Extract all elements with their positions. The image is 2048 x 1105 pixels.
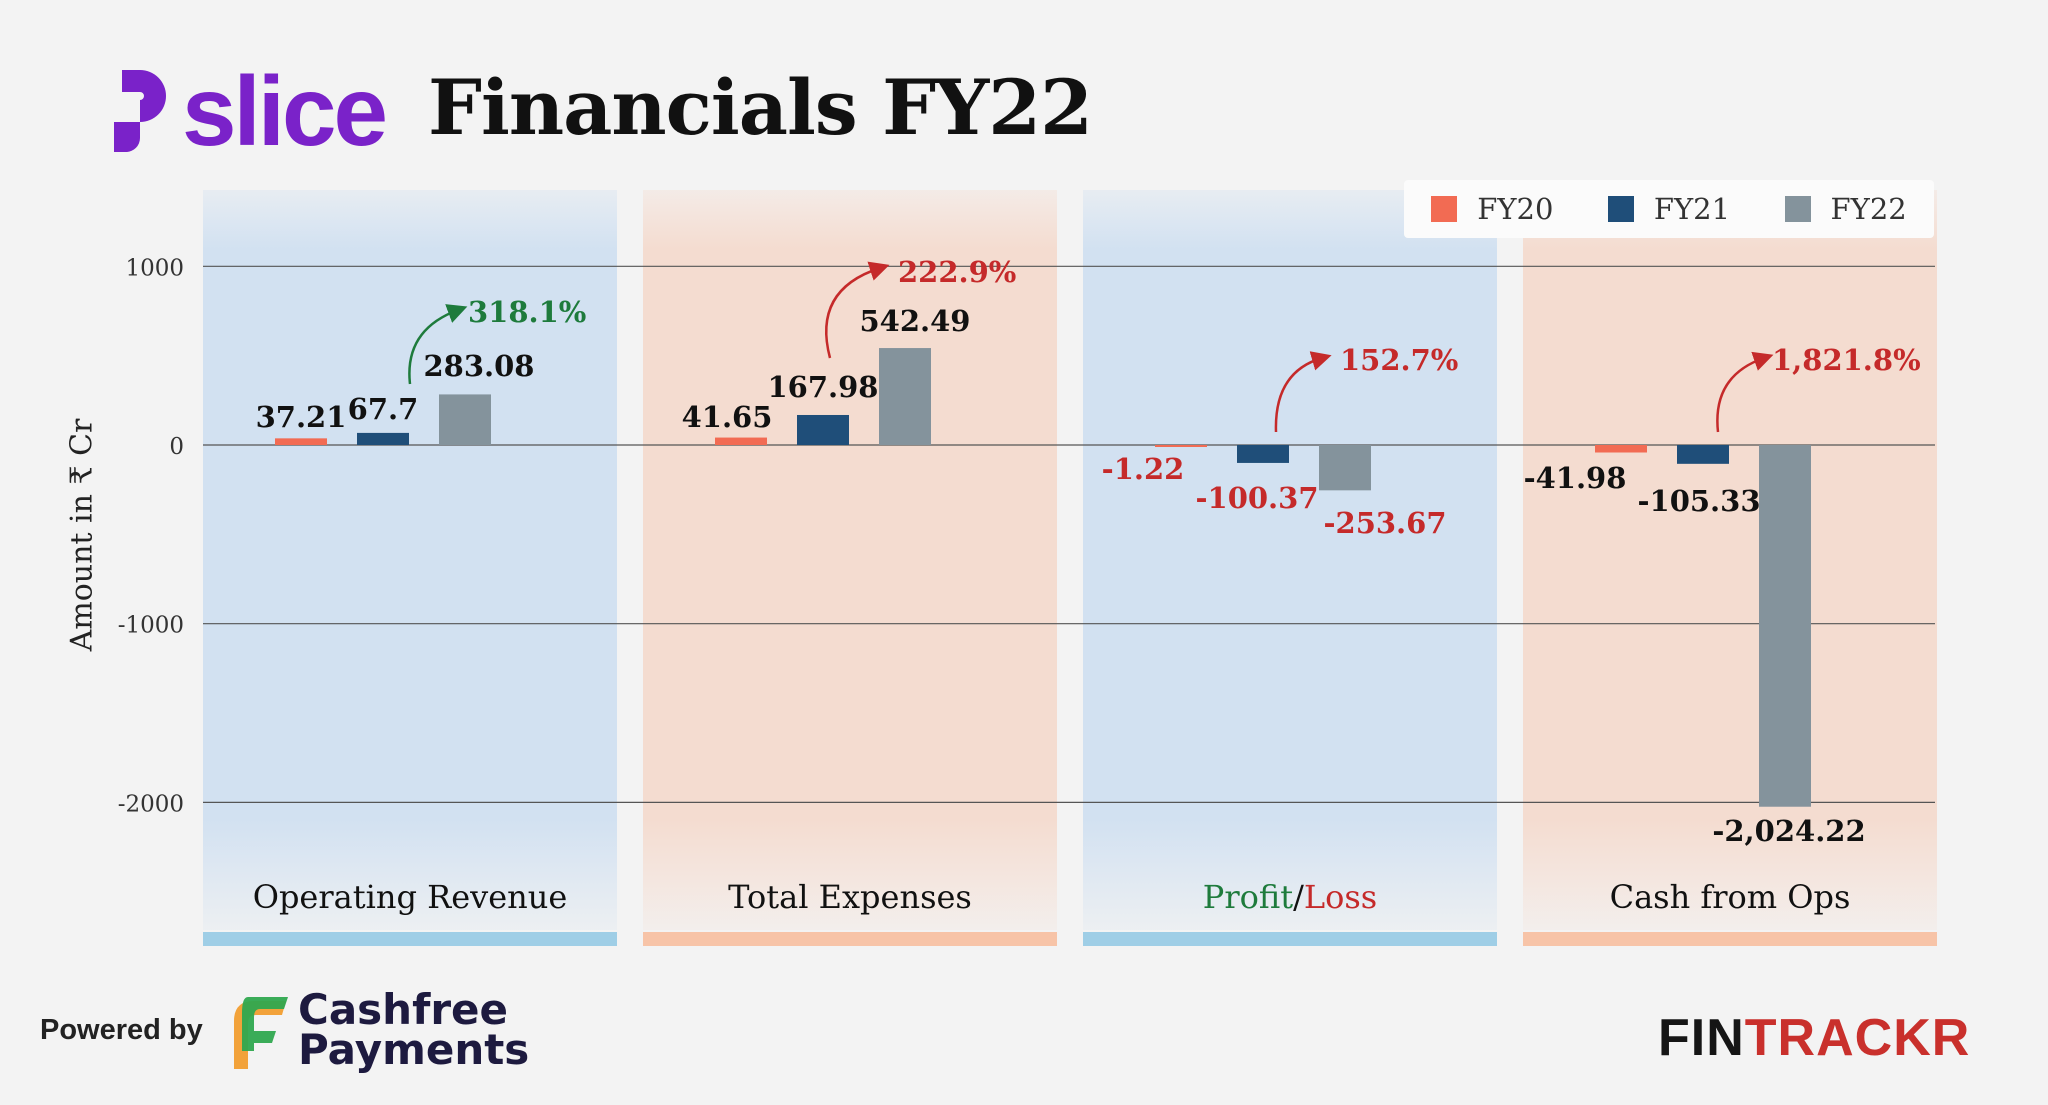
cashfree-line1: Cashfree xyxy=(298,985,509,1034)
bar-fy20 xyxy=(275,438,327,445)
y-tick-label: -2000 xyxy=(118,791,184,817)
data-label: -100.37 xyxy=(1195,481,1318,515)
growth-arrow xyxy=(408,304,468,385)
bar-fy22 xyxy=(879,348,931,445)
powered-by-label: Powered by xyxy=(40,1014,203,1046)
legend-swatch-fy20 xyxy=(1431,196,1458,222)
data-label: 167.98 xyxy=(768,370,879,404)
y-tick-label: -1000 xyxy=(118,613,184,639)
bar-fy20 xyxy=(1155,445,1207,447)
cashfree-icon xyxy=(234,997,288,1069)
legend-item-fy20: FY20 xyxy=(1431,192,1553,226)
growth-label: 318.1% xyxy=(468,295,586,329)
legend-label-fy20: FY20 xyxy=(1477,192,1554,226)
panel-background-3 xyxy=(1083,190,1497,930)
legend-item-fy21: FY21 xyxy=(1607,192,1731,226)
panel-strip-3 xyxy=(1083,932,1497,946)
bar-fy22 xyxy=(439,394,491,445)
slice-logo: slice xyxy=(110,56,388,166)
category-label: Operating Revenue xyxy=(253,878,568,916)
bar-fy20 xyxy=(715,437,767,445)
data-label: -253.67 xyxy=(1323,506,1446,540)
legend: FY20 FY21 FY22 xyxy=(1404,180,1934,238)
legend-swatch-fy21 xyxy=(1607,196,1634,222)
category-label: Cash from Ops xyxy=(1610,878,1851,916)
bar-fy20 xyxy=(1595,445,1647,453)
panel-strip-4 xyxy=(1523,932,1937,946)
category-label: Total Expenses xyxy=(728,878,972,916)
bar-fy21 xyxy=(357,432,409,445)
slice-logo-icon xyxy=(114,70,166,152)
growth-arrow xyxy=(1274,351,1332,433)
data-label: -2,024.22 xyxy=(1712,814,1865,848)
legend-swatch-fy22 xyxy=(1784,196,1811,222)
data-label: 41.65 xyxy=(682,400,773,434)
bar-fy22 xyxy=(1759,445,1811,807)
panel-background-4 xyxy=(1523,190,1937,930)
category-label: Profit/Loss xyxy=(1203,878,1377,916)
panel-background-1 xyxy=(203,190,617,930)
fintrackr-logo: FINTRACKR xyxy=(1658,1012,1970,1064)
growth-arrow xyxy=(1716,351,1774,433)
brand-name: slice xyxy=(182,56,388,166)
cashfree-wordmark: Cashfree Payments xyxy=(298,985,530,1074)
cashfree-line2: Payments xyxy=(298,1025,530,1074)
data-label: 37.21 xyxy=(256,400,347,434)
page-title: Financials FY22 xyxy=(428,63,1093,152)
legend-label-fy22: FY22 xyxy=(1830,192,1907,226)
data-label: 542.49 xyxy=(860,304,971,338)
data-label: -105.33 xyxy=(1637,484,1760,518)
cashfree-logo: Cashfree Payments xyxy=(230,985,530,1074)
category-label-part: Profit xyxy=(1203,878,1293,916)
panel-background-2 xyxy=(643,190,1057,930)
y-axis-label: Amount in ₹ Cr xyxy=(64,418,100,652)
category-label-part: Loss xyxy=(1304,878,1377,916)
category-label-part: / xyxy=(1293,878,1304,916)
bar-fy21 xyxy=(1677,445,1729,464)
data-label: 283.08 xyxy=(424,349,535,383)
legend-item-fy22: FY22 xyxy=(1784,192,1907,226)
bar-fy21 xyxy=(1237,445,1289,463)
legend-label-fy21: FY21 xyxy=(1653,192,1731,226)
data-label: -41.98 xyxy=(1524,461,1627,495)
y-tick-label: 1000 xyxy=(125,255,184,281)
growth-label: 1,821.8% xyxy=(1772,343,1921,377)
bar-fy21 xyxy=(797,414,849,445)
bar-fy22 xyxy=(1319,445,1371,491)
fintrackr-logo-left: FIN xyxy=(1658,1009,1745,1067)
growth-label: 222.9% xyxy=(898,255,1016,289)
fintrackr-logo-right: TRACKR xyxy=(1744,1009,1971,1067)
data-label: -1.22 xyxy=(1102,452,1185,486)
panel-strip-1 xyxy=(203,932,617,946)
data-label: 67.7 xyxy=(348,392,419,426)
growth-label: 152.7% xyxy=(1340,343,1458,377)
panel-strip-2 xyxy=(643,932,1057,946)
growth-arrow xyxy=(825,261,890,359)
y-tick-label: 0 xyxy=(169,434,184,460)
